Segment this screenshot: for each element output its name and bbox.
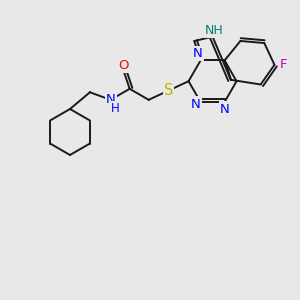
- Text: NH: NH: [205, 24, 224, 37]
- Text: N: N: [193, 47, 202, 60]
- Text: N: N: [220, 103, 230, 116]
- Text: N: N: [191, 98, 200, 110]
- Text: S: S: [164, 83, 173, 98]
- Text: O: O: [118, 59, 129, 72]
- Text: F: F: [280, 58, 287, 71]
- Text: H: H: [111, 102, 120, 115]
- Text: N: N: [106, 93, 116, 106]
